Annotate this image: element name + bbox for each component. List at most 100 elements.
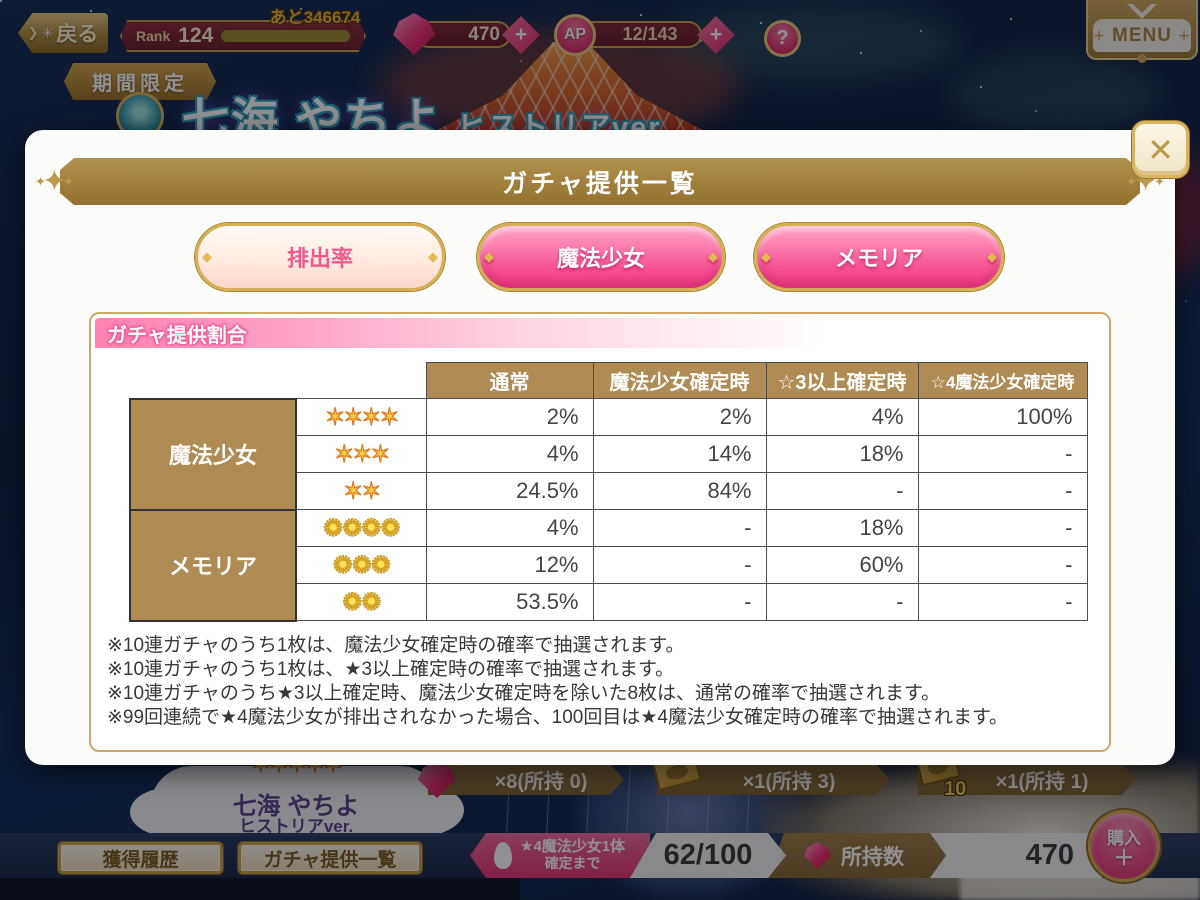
purchase-button[interactable]: 購入 ＋ xyxy=(1088,810,1160,882)
rarity-stars: ✶✶✶✶ xyxy=(295,398,427,436)
rates-table: 通常 魔法少女確定時 ☆3以上確定時 ☆4魔法少女確定時 魔法少女 ✶✶✶✶ 2… xyxy=(129,362,1088,622)
gacha-rates-dialog: ✕ ガチャ提供一覧 ✦ ✦ 排出率 魔法少女 メモリア ガチャ提供割合 通常 魔… xyxy=(25,121,1189,765)
nebula-glow xyxy=(950,52,1160,138)
rate-cell: 18% xyxy=(765,509,919,547)
dialog-title: ガチャ提供一覧 xyxy=(60,158,1140,205)
ap-icon: AP xyxy=(554,14,596,56)
item-cost-premium-ticket: ×1(所持 1) xyxy=(918,764,1136,795)
table-row: ✺✺✺ 12% - 60% - xyxy=(130,546,1088,584)
owned-label: 所持数 xyxy=(841,845,904,869)
table-row: 魔法少女 ✶✶✶✶ 2% 2% 4% 100% xyxy=(129,397,1088,511)
star4-icons: ✺✺✺✺ xyxy=(323,514,401,542)
section-title: ガチャ提供割合 xyxy=(95,318,1105,348)
rate-cell: 100% xyxy=(917,398,1088,436)
star-dots xyxy=(0,0,2,2)
star3-icons: ✶✶✶ xyxy=(333,440,391,468)
col-header-star3-guaranteed: ☆3以上確定時 xyxy=(765,362,919,399)
owned-count: 470 xyxy=(930,833,1102,878)
ap-counter: 12/143 xyxy=(580,21,702,48)
menu-pendant xyxy=(1137,54,1147,63)
note-line: ※10連ガチャのうち1枚は、★3以上確定時の確率で抽選されます。 xyxy=(107,659,675,680)
rarity-stars: ✺✺✺✺ xyxy=(295,509,427,547)
rate-notes: ※10連ガチャのうち1枚は、魔法少女確定時の確率で抽選されます。 ※10連ガチャ… xyxy=(107,634,1097,730)
purchase-plus-icon: ＋ xyxy=(1113,846,1135,870)
rate-cell: - xyxy=(917,435,1088,473)
rank-plate: Rank 124 xyxy=(120,20,366,52)
rate-cell: 12% xyxy=(425,546,594,584)
rarity-stars: ✺✺ xyxy=(295,583,427,621)
rate-cell: - xyxy=(765,472,919,510)
rate-cell: 4% xyxy=(425,509,594,547)
close-button[interactable]: ✕ xyxy=(1132,121,1189,178)
rate-cell: 2% xyxy=(592,398,767,436)
rate-cell: - xyxy=(592,509,767,547)
soul-gem-icon xyxy=(494,842,512,869)
group-label-magical-girl: 魔法少女 xyxy=(129,397,297,511)
help-button[interactable]: ? xyxy=(764,20,801,57)
col-header-normal: 通常 xyxy=(425,362,594,399)
pickup-name: 七海 やちよ xyxy=(232,793,360,820)
note-line: ※10連ガチャのうち★3以上確定時、魔法少女確定時を除いた8枚は、通常の確率で抽… xyxy=(107,683,941,704)
rarity-stars: ✶✶ xyxy=(295,472,427,510)
tab-rates[interactable]: 排出率 xyxy=(195,223,445,291)
back-label: 戻る xyxy=(56,23,99,46)
menu-label: MENU xyxy=(1112,24,1172,46)
premium-ticket-count: 10 xyxy=(944,778,967,800)
table-row: メモリア ✺✺✺✺ 4% - 18% - xyxy=(129,508,1088,622)
rate-cell: 24.5% xyxy=(425,472,594,510)
tab-memoria[interactable]: メモリア xyxy=(754,223,1004,291)
rate-list-button[interactable]: ガチャ提供一覧 xyxy=(238,842,422,874)
rank-label: Rank xyxy=(136,28,171,44)
rank-exp-remaining: あと346674 xyxy=(269,8,361,27)
tab-magical-girls[interactable]: 魔法少女 xyxy=(477,223,725,291)
table-row: ✺✺ 53.5% - - - xyxy=(130,583,1088,621)
star2-icons: ✶✶ xyxy=(343,477,382,505)
pity-counter: 62/100 xyxy=(630,833,786,878)
pity-text: ★4魔法少女1体 確定まで xyxy=(520,839,625,872)
history-button[interactable]: 獲得履歴 xyxy=(58,842,223,874)
rate-cell: 84% xyxy=(592,472,767,510)
back-button[interactable]: ❯ ✳ 戻る xyxy=(18,13,108,53)
rate-cell: 4% xyxy=(765,398,919,436)
col-header-star4mg-guaranteed: ☆4魔法少女確定時 xyxy=(917,362,1088,399)
pity-line2: 確定まで xyxy=(544,855,601,871)
banner-ornament-left: ✦ xyxy=(35,167,74,197)
note-line: ※10連ガチャのうち1枚は、魔法少女確定時の確率で抽選されます。 xyxy=(107,635,685,656)
owned-label-segment: 所持数 xyxy=(768,833,946,878)
rarity-stars: ✺✺✺ xyxy=(295,546,427,584)
rate-cell: - xyxy=(592,546,767,584)
rates-panel: ガチャ提供割合 通常 魔法少女確定時 ☆3以上確定時 ☆4魔法少女確定時 xyxy=(89,312,1111,752)
rate-cell: 53.5% xyxy=(425,583,594,621)
rank-progressbar xyxy=(221,30,350,42)
header-spacer xyxy=(130,363,296,399)
rate-cell: - xyxy=(917,583,1088,621)
pity-banner: ★4魔法少女1体 確定まで xyxy=(470,833,650,878)
bottom-dark-strip xyxy=(0,878,520,900)
menu-plus-ornament: ＋ xyxy=(1093,29,1107,43)
rank-value: 124 xyxy=(178,24,214,47)
star2-icons: ✺✺ xyxy=(342,588,382,616)
purchase-label: 購入 xyxy=(1107,828,1141,848)
rate-cell: 60% xyxy=(765,546,919,584)
rate-cell: 14% xyxy=(592,435,767,473)
group-label-memoria: メモリア xyxy=(129,508,297,622)
table-header-row: 通常 魔法少女確定時 ☆3以上確定時 ☆4魔法少女確定時 xyxy=(130,362,1088,399)
star4-icons: ✶✶✶✶ xyxy=(324,403,400,431)
table-row: ✶✶ 24.5% 84% - - xyxy=(130,472,1088,510)
rate-cell: 18% xyxy=(765,435,919,473)
header-spacer xyxy=(296,363,426,399)
rate-cell: - xyxy=(917,472,1088,510)
back-chevron-icon: ❯ xyxy=(27,25,39,40)
pickup-cloud xyxy=(130,766,464,836)
col-header-mg-guaranteed: 魔法少女確定時 xyxy=(592,362,767,399)
menu-plus-ornament: ＋ xyxy=(1177,29,1191,43)
menu-button[interactable]: ＋ MENU ＋ xyxy=(1086,0,1198,63)
rate-cell: 4% xyxy=(425,435,594,473)
item-cost-gems: ×8(所持 0) xyxy=(428,764,624,795)
rate-cell: - xyxy=(917,509,1088,547)
back-star-icon: ✳ xyxy=(41,24,54,41)
rate-cell: - xyxy=(765,583,919,621)
star3-icons: ✺✺✺ xyxy=(332,551,391,579)
pity-line1: ★4魔法少女1体 xyxy=(520,838,626,855)
